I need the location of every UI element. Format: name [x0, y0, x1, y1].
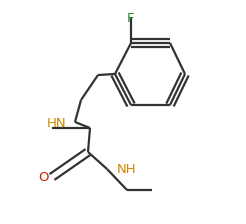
Text: HN: HN — [47, 116, 67, 129]
Text: NH: NH — [116, 162, 136, 175]
Text: O: O — [39, 170, 49, 183]
Text: F: F — [127, 11, 135, 24]
